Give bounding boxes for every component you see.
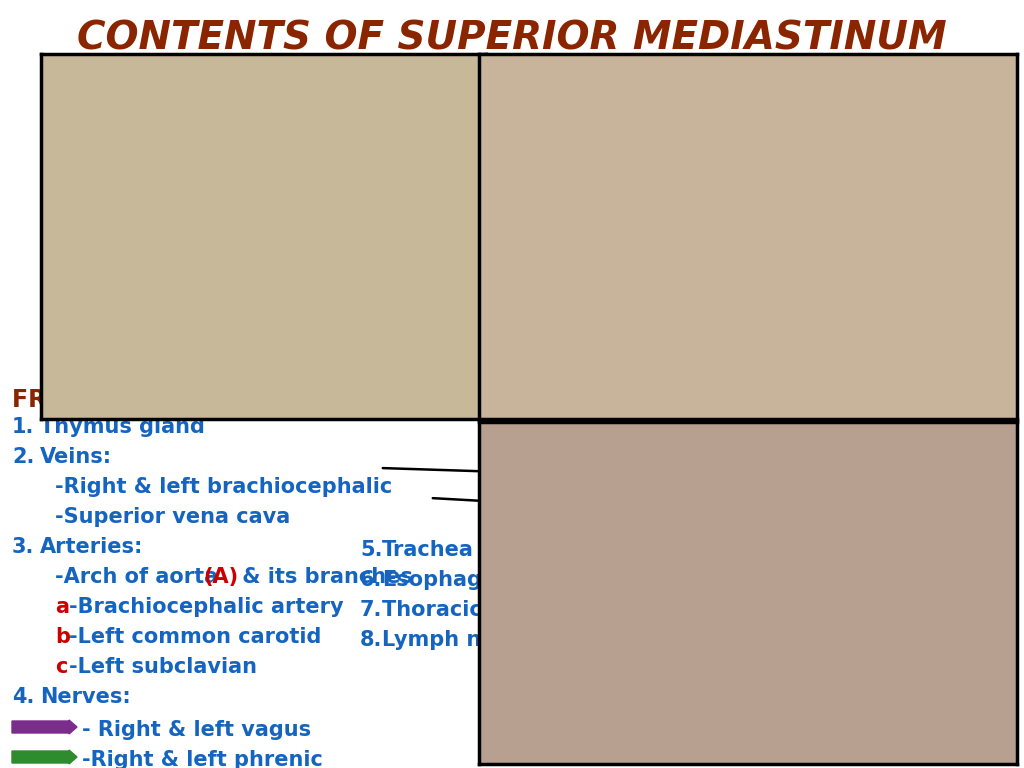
Text: FROM SUPERFICIAL TO DEEP:: FROM SUPERFICIAL TO DEEP:	[12, 388, 401, 412]
Text: 6.: 6.	[360, 570, 382, 590]
Text: 8.: 8.	[360, 630, 382, 650]
Text: B: B	[536, 361, 557, 389]
Text: A: A	[56, 361, 78, 389]
Text: 7.: 7.	[360, 600, 382, 620]
Text: 2.: 2.	[12, 447, 35, 467]
Text: a: a	[708, 186, 728, 214]
Text: c: c	[786, 144, 804, 173]
FancyArrow shape	[484, 127, 529, 141]
Text: (A): (A)	[203, 567, 239, 587]
Text: -Left common carotid: -Left common carotid	[69, 627, 322, 647]
Text: c: c	[55, 657, 68, 677]
Text: Esophagus: Esophagus	[382, 570, 509, 590]
Text: Thoracic duct: Thoracic duct	[382, 600, 541, 620]
Text: & its branches: & its branches	[234, 567, 413, 587]
Text: b: b	[748, 167, 769, 197]
FancyArrow shape	[12, 720, 77, 734]
Text: 1.: 1.	[12, 417, 35, 437]
Text: b: b	[55, 627, 70, 647]
Text: -Right & left phrenic: -Right & left phrenic	[82, 750, 323, 768]
Text: 5.: 5.	[360, 540, 383, 560]
Text: C: C	[536, 712, 556, 740]
FancyArrow shape	[484, 157, 529, 171]
Text: Trachea: Trachea	[382, 540, 474, 560]
FancyArrow shape	[973, 127, 1018, 141]
Text: -Left subclavian: -Left subclavian	[69, 657, 257, 677]
Text: Nerves:: Nerves:	[40, 687, 131, 707]
Text: 3.: 3.	[12, 537, 35, 557]
Text: Lymph nodes: Lymph nodes	[382, 630, 538, 650]
Text: Veins:: Veins:	[40, 447, 112, 467]
Text: 4.: 4.	[12, 687, 35, 707]
FancyArrow shape	[12, 750, 77, 764]
Text: A: A	[752, 245, 784, 287]
Text: -Right & left brachiocephalic: -Right & left brachiocephalic	[55, 477, 392, 497]
Text: Arteries:: Arteries:	[40, 537, 143, 557]
Text: CONTENTS OF SUPERIOR MEDIASTINUM: CONTENTS OF SUPERIOR MEDIASTINUM	[77, 20, 947, 58]
Text: a: a	[55, 597, 69, 617]
Text: - Right & left vagus: - Right & left vagus	[82, 720, 311, 740]
Text: Thymus gland: Thymus gland	[40, 417, 205, 437]
Text: -Brachiocephalic artery: -Brachiocephalic artery	[69, 597, 344, 617]
Text: -Arch of aorta: -Arch of aorta	[55, 567, 225, 587]
FancyArrow shape	[973, 157, 1018, 171]
Text: -Superior vena cava: -Superior vena cava	[55, 507, 290, 527]
